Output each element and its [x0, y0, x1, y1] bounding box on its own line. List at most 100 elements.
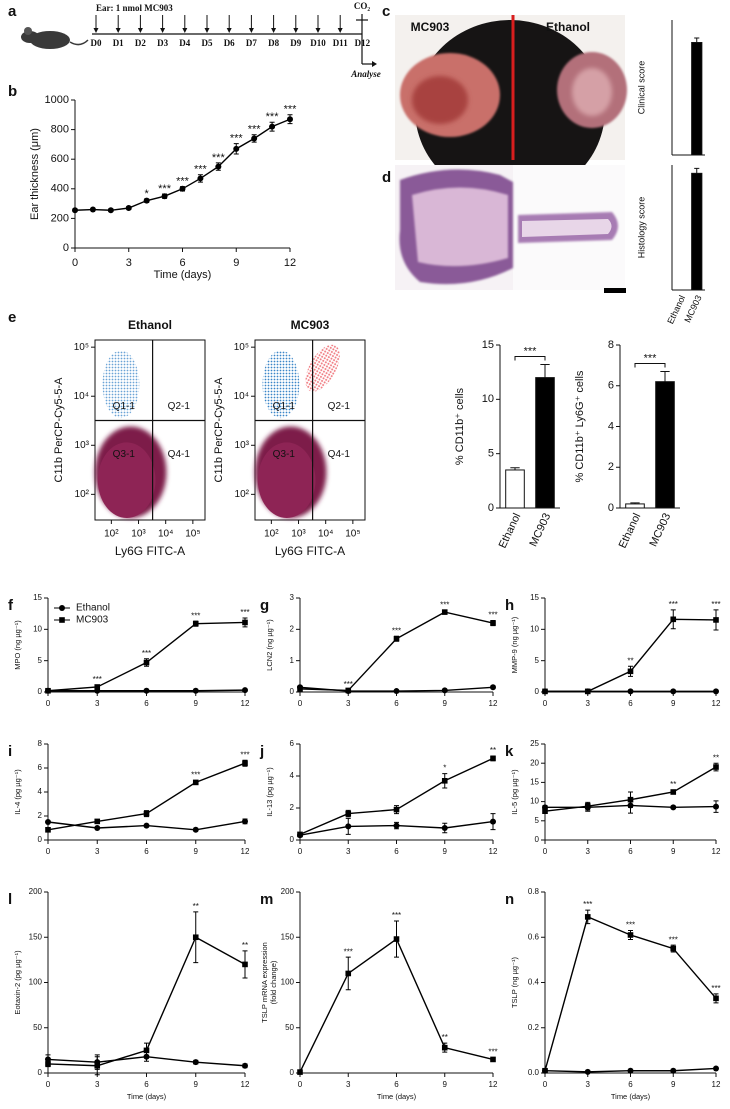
- day-label: D8: [268, 38, 279, 48]
- quadrant-label: Q4-1: [168, 449, 191, 460]
- quadrant-label: Q4-1: [328, 449, 351, 460]
- x-tick-label: 9: [194, 1080, 199, 1089]
- quadrant-label: Q3-1: [273, 449, 296, 460]
- day-label: D7: [246, 38, 257, 48]
- marker: [713, 617, 719, 623]
- y-tick-label: 4: [38, 787, 43, 796]
- y-tick-label: 10⁵: [74, 342, 89, 353]
- significance: ***: [93, 675, 102, 684]
- x-tick-label: 0: [298, 847, 303, 856]
- x-tick-label: 6: [628, 847, 633, 856]
- error-bar: [694, 167, 700, 174]
- error-bar: [694, 37, 700, 43]
- dose-arrowhead: [182, 28, 188, 33]
- y-tick-label: 15: [482, 339, 494, 351]
- x-tick-label: 10⁴: [318, 529, 333, 540]
- quadrant-label: Q3-1: [113, 449, 136, 460]
- marker: [490, 684, 496, 691]
- significance-bracket: [634, 362, 666, 368]
- marker: [627, 668, 634, 675]
- x-tick-label: 3: [586, 847, 591, 856]
- line: [47, 762, 246, 831]
- marker: [72, 207, 78, 214]
- marker: [161, 193, 168, 200]
- error-bar: [540, 364, 550, 378]
- significance: ***: [142, 649, 151, 658]
- x-tick-label: MC903: [527, 511, 553, 548]
- x-tick-label: 6: [394, 699, 399, 708]
- x-tick-label: 0: [543, 847, 548, 856]
- y-tick-label: 10²: [75, 489, 90, 500]
- day-label: D0: [91, 38, 102, 48]
- marker: [584, 914, 591, 920]
- population-cloud: [257, 442, 316, 519]
- x-tick-label: 3: [586, 1080, 591, 1089]
- marker: [713, 1065, 719, 1072]
- x-tick-label: 10⁵: [345, 529, 360, 540]
- y-tick-label: 15: [530, 593, 539, 602]
- y-axis-label: MPO (ng µg⁻¹): [13, 620, 22, 670]
- dose-arrowhead: [160, 28, 166, 33]
- y-tick-label: 0: [38, 835, 43, 844]
- marker: [192, 687, 199, 694]
- marker: [94, 825, 101, 831]
- x-tick-label: 12: [489, 699, 498, 708]
- panel-letter: g: [260, 597, 269, 614]
- marker: [125, 205, 132, 212]
- dose-arrowhead: [337, 28, 343, 33]
- x-tick-label: Ethanol: [497, 511, 524, 550]
- line: [299, 611, 494, 692]
- marker: [197, 175, 204, 182]
- significance: ***: [284, 104, 298, 116]
- marker: [542, 808, 548, 814]
- marker: [192, 826, 199, 833]
- marker: [713, 688, 719, 695]
- panel-letter: l: [8, 891, 12, 908]
- quadrant-label: Q2-1: [328, 401, 351, 412]
- day-label: D12: [355, 38, 371, 48]
- x-tick-label: 9: [443, 699, 448, 708]
- y-tick-label: 50: [33, 1023, 42, 1032]
- day-label: D2: [135, 38, 146, 48]
- significance: ***: [524, 345, 538, 357]
- significance: ***: [194, 164, 208, 176]
- significance: ***: [711, 600, 720, 609]
- marker: [94, 818, 101, 825]
- population-cloud: [97, 442, 156, 519]
- y-tick-label: 0: [535, 687, 540, 696]
- x-tick-label: 0: [543, 1080, 548, 1089]
- dose-arrowhead: [115, 28, 121, 33]
- y-axis-label: TSLP (ng µg⁻¹): [510, 956, 519, 1008]
- y-tick-label: 200: [29, 887, 43, 896]
- y-tick-label: 8: [608, 339, 614, 351]
- y-tick-label: 100: [29, 978, 43, 987]
- scale-bar: [604, 288, 626, 293]
- marker: [45, 1061, 51, 1067]
- y-tick-label: 3: [290, 593, 295, 602]
- significance: ***: [240, 750, 249, 759]
- x-tick-label: 0: [298, 1080, 303, 1089]
- photo: c MC903 Ethanol: [382, 3, 627, 200]
- y-tick-label: 100: [281, 978, 295, 987]
- panel-letter: n: [505, 891, 514, 908]
- significance: ***: [488, 611, 497, 620]
- x-tick-label: 12: [489, 1080, 498, 1089]
- x-axis-label: Ly6G FITC-A: [115, 544, 185, 558]
- marker: [143, 687, 150, 694]
- histology: d: [382, 165, 626, 293]
- significance: ***: [440, 600, 449, 609]
- marker: [143, 810, 150, 817]
- inflamed-ear-core: [412, 76, 468, 124]
- marker: [192, 1059, 199, 1066]
- day-label: D9: [290, 38, 301, 48]
- error-bar: [660, 370, 670, 382]
- marker: [627, 932, 634, 938]
- y-axis-label: % CD11b⁺ Ly6G⁺ cells: [574, 370, 586, 482]
- marker: [670, 945, 677, 952]
- marker: [45, 827, 51, 833]
- significance-bracket: [514, 356, 546, 361]
- significance: ***: [344, 947, 353, 956]
- x-tick-label: 12: [284, 257, 296, 269]
- significance: **: [490, 746, 496, 755]
